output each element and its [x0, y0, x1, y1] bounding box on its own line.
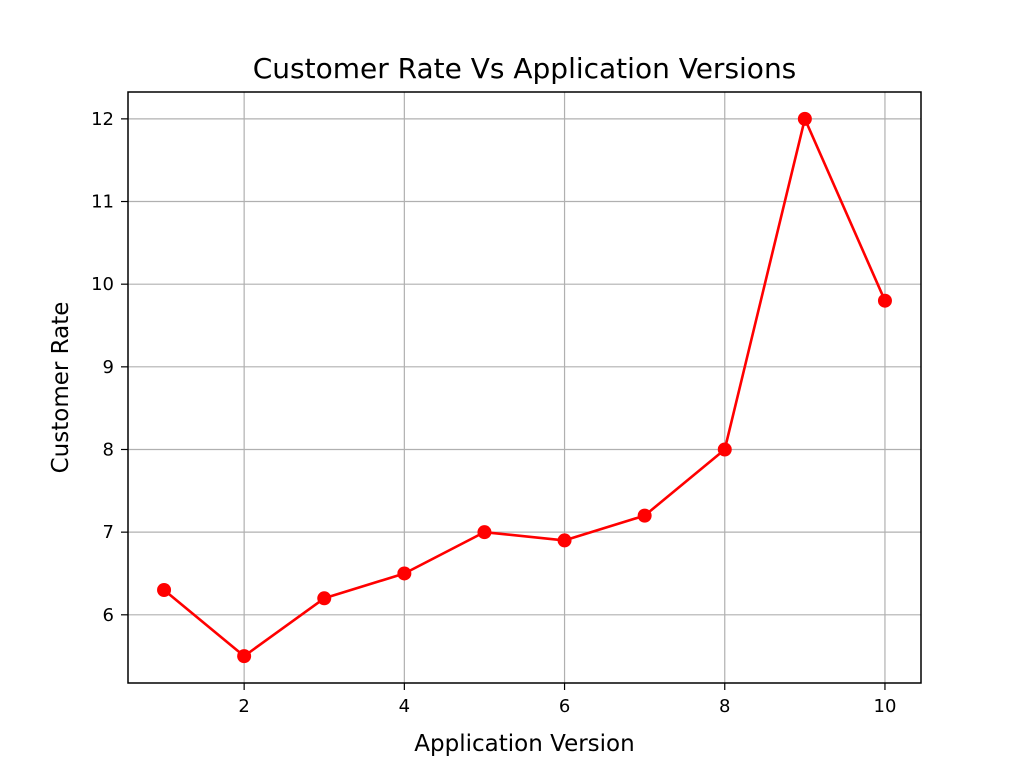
data-point [317, 591, 332, 606]
x-tick-label: 4 [399, 696, 410, 717]
series-line [163, 117, 887, 658]
chart-title: Customer Rate Vs Application Versions [253, 52, 797, 85]
data-series [157, 111, 892, 664]
x-tick-label: 10 [874, 696, 897, 717]
data-point [557, 533, 572, 548]
x-axis-label: Application Version [414, 731, 634, 757]
plot-area-frame [127, 91, 922, 684]
data-point [477, 525, 492, 540]
y-tick-label: 12 [91, 109, 114, 130]
x-tick-label: 8 [719, 696, 730, 717]
y-tick-label: 6 [103, 605, 114, 626]
x-tick-label: 6 [559, 696, 570, 717]
y-tick-label: 10 [91, 274, 114, 295]
y-tick-label: 9 [103, 357, 114, 378]
axis-ticks: 2 4 6 8 10 6 7 8 9 10 11 12 [91, 109, 896, 717]
y-tick-label: 7 [103, 522, 114, 543]
y-tick-label: 11 [91, 192, 114, 213]
data-point [717, 442, 732, 457]
data-point [237, 649, 252, 664]
data-point [637, 508, 652, 523]
grid-lines [128, 92, 921, 683]
data-point [797, 111, 812, 126]
data-point [157, 583, 172, 598]
y-tick-label: 8 [103, 439, 114, 460]
x-tick-label: 2 [238, 696, 249, 717]
data-point [397, 566, 412, 581]
y-axis-label: Customer Rate [48, 302, 74, 474]
data-point [877, 293, 892, 308]
